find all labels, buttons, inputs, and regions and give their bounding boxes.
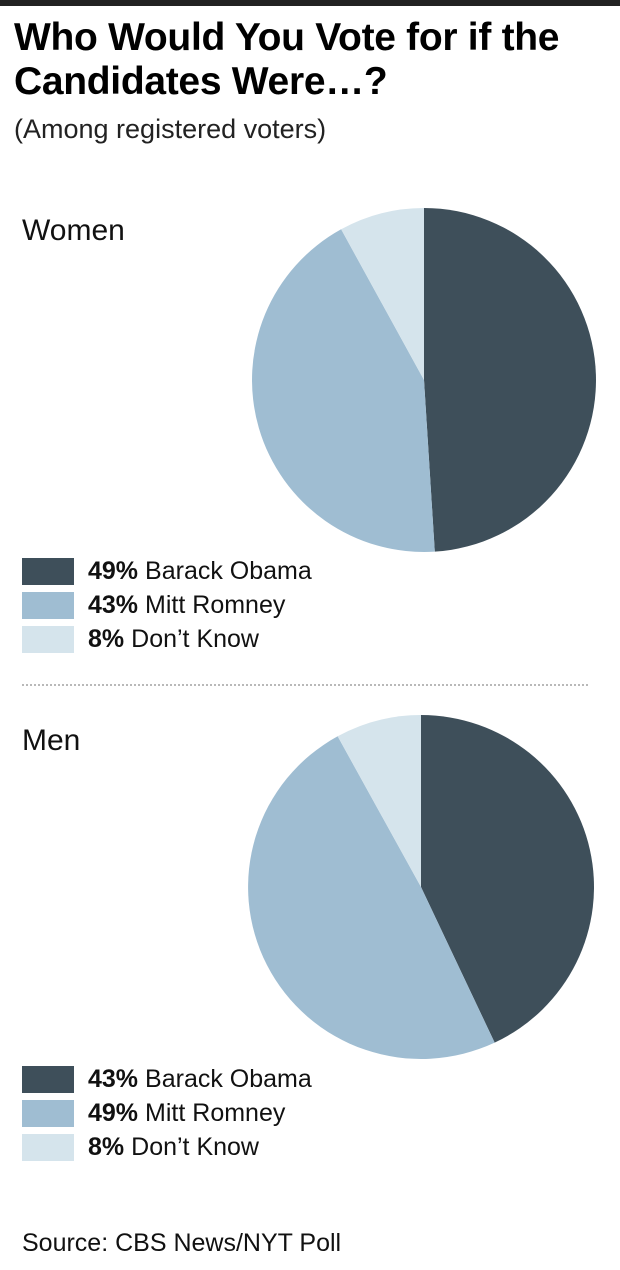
- women-panel-title: Women: [22, 214, 125, 247]
- pie-slice-dont-know: [337, 715, 421, 887]
- legend-label: Don’t Know: [131, 1133, 259, 1161]
- legend-label: Mitt Romney: [145, 1099, 286, 1127]
- men-legend: 43% Barack Obama 49% Mitt Romney 8% Don’t K…: [22, 1062, 482, 1164]
- women-pie-chart: [252, 208, 596, 552]
- pie-slice-romney: [252, 229, 435, 552]
- pie-slice-obama: [421, 715, 594, 1043]
- legend-item-romney: 49% Mitt Romney: [22, 1096, 482, 1130]
- legend-item-dont-know: 8% Don’t Know: [22, 1130, 482, 1164]
- chart-subtitle: (Among registered voters): [14, 114, 327, 144]
- source-note: Source: CBS News/NYT Poll: [22, 1229, 342, 1257]
- men-pie-chart: [248, 715, 594, 1059]
- legend-swatch-dont-know: [22, 1133, 74, 1161]
- top-rule: [0, 0, 620, 6]
- legend-label: Don’t Know: [131, 625, 259, 653]
- pie-slice-obama: [424, 208, 596, 552]
- legend-item-obama: 49% Barack Obama: [22, 554, 482, 588]
- legend-label: Barack Obama: [145, 557, 312, 585]
- legend-pct: 8%: [88, 625, 125, 653]
- legend-swatch-romney: [22, 1099, 74, 1127]
- legend-item-dont-know: 8% Don’t Know: [22, 622, 482, 656]
- legend-pct: 49%: [88, 1099, 139, 1127]
- panel-divider: [22, 684, 588, 686]
- pie-slice-romney: [248, 736, 495, 1059]
- legend-pct: 43%: [88, 1065, 139, 1093]
- men-panel-title: Men: [22, 724, 81, 757]
- chart-title: Who Would You Vote for if the Candidates…: [14, 16, 560, 103]
- women-legend: 49% Barack Obama 43% Mitt Romney 8% Don’t K…: [22, 554, 482, 656]
- legend-item-romney: 43% Mitt Romney: [22, 588, 482, 622]
- pie-slice-dont-know: [341, 208, 424, 380]
- legend-pct: 43%: [88, 591, 139, 619]
- legend-pct: 49%: [88, 557, 139, 585]
- legend-swatch-obama: [22, 1065, 74, 1093]
- legend-item-obama: 43% Barack Obama: [22, 1062, 482, 1096]
- legend-swatch-romney: [22, 591, 74, 619]
- legend-swatch-obama: [22, 557, 74, 585]
- legend-label: Mitt Romney: [145, 591, 286, 619]
- legend-pct: 8%: [88, 1133, 125, 1161]
- legend-label: Barack Obama: [145, 1065, 312, 1093]
- legend-swatch-dont-know: [22, 625, 74, 653]
